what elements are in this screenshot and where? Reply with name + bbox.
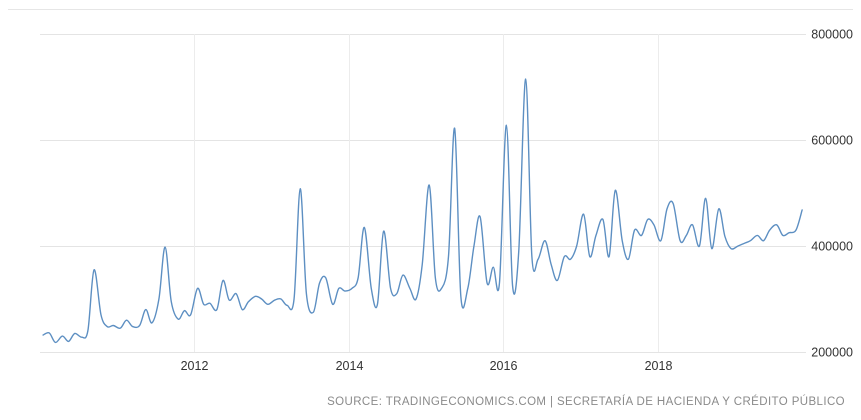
x-tick-label: 2012 xyxy=(181,359,209,373)
x-tick-label: 2018 xyxy=(645,359,673,373)
series-layer xyxy=(42,78,803,344)
source-note: SOURCE: TRADINGECONOMICS.COM | SECRETARÍ… xyxy=(327,396,845,408)
horizontal-gridlines xyxy=(40,34,806,353)
top-rule xyxy=(8,9,853,10)
vertical-gridlines xyxy=(194,34,659,352)
y-tick-label: 400000 xyxy=(811,240,853,254)
x-axis-tick-labels: 2012 2014 2016 2018 xyxy=(181,359,673,373)
y-tick-label: 800000 xyxy=(811,28,853,42)
y-axis-tick-labels: 200000 400000 600000 800000 xyxy=(811,28,853,360)
y-tick-label: 200000 xyxy=(811,346,853,360)
x-tick-label: 2014 xyxy=(336,359,364,373)
x-tick-label: 2016 xyxy=(490,359,518,373)
y-tick-label: 600000 xyxy=(811,134,853,148)
series-line-0 xyxy=(42,78,803,344)
